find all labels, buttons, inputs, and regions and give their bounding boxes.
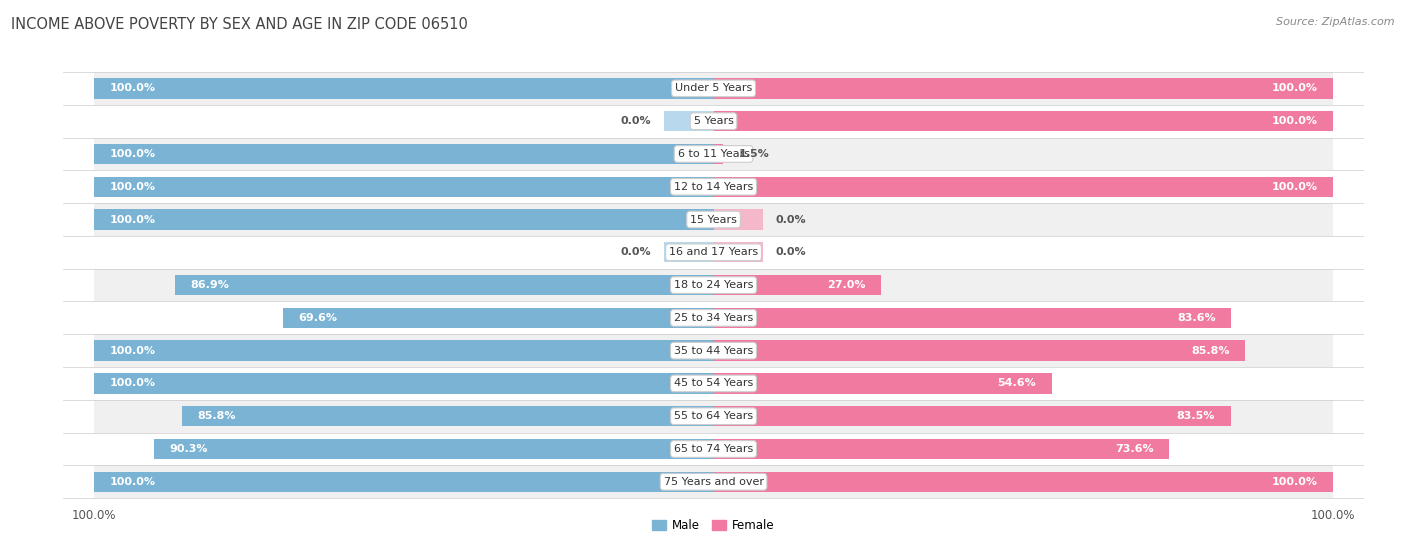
Text: INCOME ABOVE POVERTY BY SEX AND AGE IN ZIP CODE 06510: INCOME ABOVE POVERTY BY SEX AND AGE IN Z…	[11, 17, 468, 32]
Bar	[176, 275, 713, 295]
Text: 27.0%: 27.0%	[827, 280, 865, 290]
Bar	[94, 367, 1333, 400]
Bar	[713, 275, 880, 295]
Text: 90.3%: 90.3%	[170, 444, 208, 454]
Bar	[664, 242, 713, 263]
Text: 54.6%: 54.6%	[997, 378, 1036, 389]
Text: 100.0%: 100.0%	[1271, 182, 1317, 192]
Text: 100.0%: 100.0%	[110, 83, 156, 93]
Bar	[183, 406, 713, 427]
Bar	[94, 466, 1333, 498]
Bar	[713, 472, 1333, 492]
Text: 1.5%: 1.5%	[738, 149, 769, 159]
Text: 18 to 24 Years: 18 to 24 Years	[673, 280, 754, 290]
Text: 100.0%: 100.0%	[1271, 83, 1317, 93]
Text: 100.0%: 100.0%	[110, 182, 156, 192]
Bar	[94, 340, 713, 361]
Bar	[94, 400, 1333, 433]
Bar	[713, 373, 1052, 394]
Bar	[94, 203, 1333, 236]
Bar	[94, 170, 1333, 203]
Text: 0.0%: 0.0%	[621, 247, 651, 257]
Bar	[664, 111, 713, 131]
Text: 12 to 14 Years: 12 to 14 Years	[673, 182, 754, 192]
Text: 0.0%: 0.0%	[776, 215, 806, 225]
Bar	[713, 242, 763, 263]
Text: 0.0%: 0.0%	[621, 116, 651, 126]
Bar	[94, 78, 713, 98]
Text: 85.8%: 85.8%	[1191, 345, 1229, 356]
Text: 16 and 17 Years: 16 and 17 Years	[669, 247, 758, 257]
Text: 86.9%: 86.9%	[191, 280, 229, 290]
Bar	[94, 334, 1333, 367]
Bar	[713, 439, 1170, 459]
Text: 83.5%: 83.5%	[1177, 411, 1215, 421]
Bar	[713, 406, 1230, 427]
Bar	[94, 138, 1333, 170]
Text: 100.0%: 100.0%	[1271, 116, 1317, 126]
Bar	[94, 373, 713, 394]
Text: Source: ZipAtlas.com: Source: ZipAtlas.com	[1277, 17, 1395, 27]
Text: 6 to 11 Years: 6 to 11 Years	[678, 149, 749, 159]
Text: 100.0%: 100.0%	[110, 149, 156, 159]
Text: 75 Years and over: 75 Years and over	[664, 477, 763, 487]
Text: 100.0%: 100.0%	[110, 477, 156, 487]
Text: 69.6%: 69.6%	[298, 313, 337, 323]
Text: 25 to 34 Years: 25 to 34 Years	[673, 313, 754, 323]
Bar	[713, 144, 723, 164]
Bar	[713, 307, 1232, 328]
Text: Under 5 Years: Under 5 Years	[675, 83, 752, 93]
Bar	[94, 236, 1333, 269]
Bar	[155, 439, 713, 459]
Bar	[94, 72, 1333, 105]
Legend: Male, Female: Male, Female	[648, 514, 779, 537]
Bar	[94, 269, 1333, 301]
Bar	[283, 307, 713, 328]
Text: 5 Years: 5 Years	[693, 116, 734, 126]
Text: 100.0%: 100.0%	[1271, 477, 1317, 487]
Text: 65 to 74 Years: 65 to 74 Years	[673, 444, 754, 454]
Bar	[713, 111, 1333, 131]
Text: 85.8%: 85.8%	[198, 411, 236, 421]
Bar	[713, 177, 1333, 197]
Bar	[713, 210, 763, 230]
Bar	[94, 301, 1333, 334]
Bar	[94, 177, 713, 197]
Text: 100.0%: 100.0%	[110, 378, 156, 389]
Text: 45 to 54 Years: 45 to 54 Years	[673, 378, 754, 389]
Text: 55 to 64 Years: 55 to 64 Years	[673, 411, 754, 421]
Bar	[94, 433, 1333, 466]
Bar	[94, 472, 713, 492]
Text: 0.0%: 0.0%	[776, 247, 806, 257]
Text: 35 to 44 Years: 35 to 44 Years	[673, 345, 754, 356]
Bar	[94, 105, 1333, 138]
Bar	[94, 210, 713, 230]
Text: 100.0%: 100.0%	[110, 215, 156, 225]
Bar	[713, 340, 1244, 361]
Text: 15 Years: 15 Years	[690, 215, 737, 225]
Text: 83.6%: 83.6%	[1177, 313, 1216, 323]
Text: 100.0%: 100.0%	[110, 345, 156, 356]
Bar	[713, 78, 1333, 98]
Text: 73.6%: 73.6%	[1115, 444, 1154, 454]
Bar	[94, 144, 713, 164]
